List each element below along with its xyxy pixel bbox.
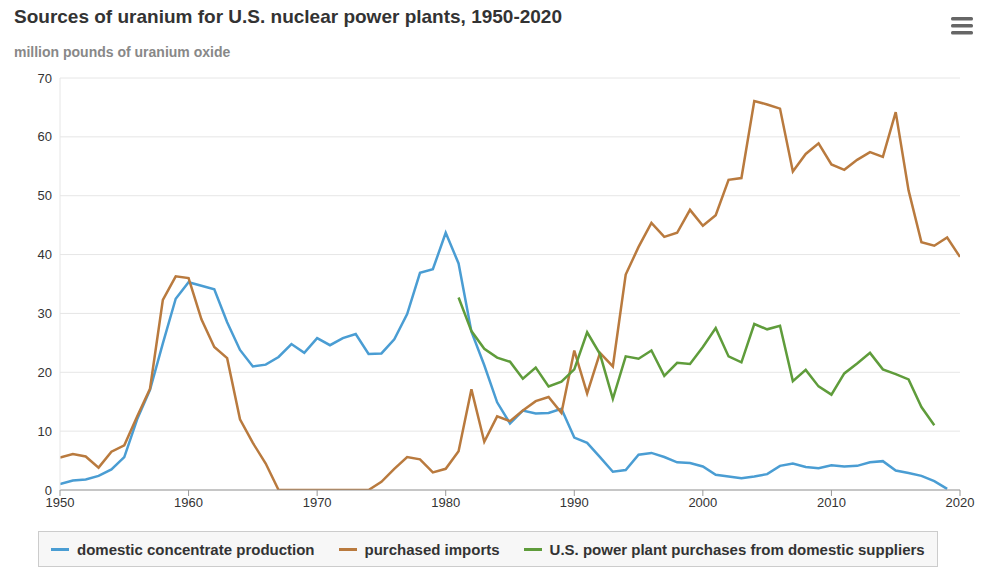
- svg-text:40: 40: [38, 247, 52, 262]
- html-text:million pounds of uranium oxid: million pounds of uranium oxide: [14, 44, 231, 60]
- svg-text:2010: 2010: [817, 495, 846, 510]
- svg-text:30: 30: [38, 306, 52, 321]
- svg-text:1960: 1960: [174, 495, 203, 510]
- html-text:U.S. power plant purchases fro: U.S. power plant purchases from domestic…: [549, 540, 925, 558]
- svg-text:10: 10: [38, 424, 52, 439]
- svg-text:1990: 1990: [560, 495, 589, 510]
- svg-text:50: 50: [38, 188, 52, 203]
- svg-text:1980: 1980: [431, 495, 460, 510]
- html-text:domestic concentrate productio: domestic concentrate production: [77, 540, 315, 558]
- svg-text:20: 20: [38, 365, 52, 380]
- html-text:Sources of uranium for U.S. nu: Sources of uranium for U.S. nuclear powe…: [14, 6, 562, 27]
- svg-text:1950: 1950: [45, 495, 75, 511]
- svg-text:70: 70: [38, 71, 52, 86]
- svg-text:2020: 2020: [946, 495, 975, 510]
- svg-text:2000: 2000: [688, 495, 717, 510]
- svg-text:0: 0: [45, 483, 52, 498]
- svg-text:60: 60: [38, 129, 52, 144]
- svg-text:1970: 1970: [303, 495, 332, 510]
- html-text:purchased imports: purchased imports: [364, 540, 500, 558]
